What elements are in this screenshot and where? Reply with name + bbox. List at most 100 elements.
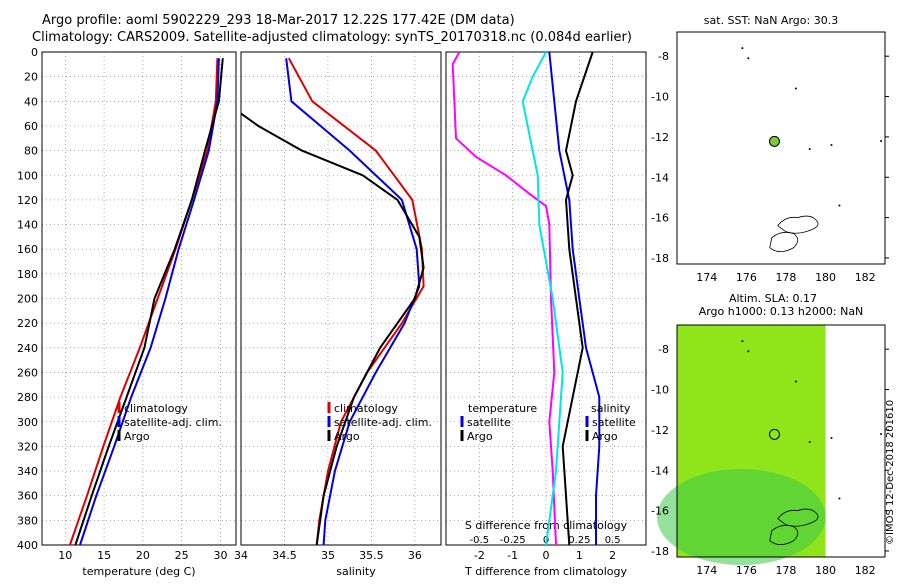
map_sst-frame xyxy=(676,31,886,265)
salinity-tick-label: 35.5 xyxy=(359,549,384,562)
diff-legend-left-title: temperature xyxy=(468,402,537,415)
map_sla-lat-label: -8 xyxy=(658,343,669,356)
salinity-tick-label: 35 xyxy=(321,549,335,562)
difference-line-2 xyxy=(548,51,601,545)
difference-tick-label: 0 xyxy=(543,549,550,562)
difference-tick-label: 1 xyxy=(576,549,583,562)
difference-tick-label: -1 xyxy=(507,549,518,562)
map_sla-islet xyxy=(747,350,750,353)
map_sla-island-vitilevu xyxy=(769,524,799,546)
map_sst-lat-label: -14 xyxy=(651,171,669,184)
depth-tick-label: 120 xyxy=(17,194,38,207)
temperature-tick-label: 15 xyxy=(97,549,111,562)
map_sla-lon-label: 182 xyxy=(855,564,876,577)
map_sst-islet xyxy=(794,87,797,90)
depth-tick-label: 100 xyxy=(17,169,38,182)
depth-tick-label: 360 xyxy=(17,490,38,503)
sdiff-axis-label: S difference from climatology xyxy=(465,519,628,532)
depth-tick-label: 20 xyxy=(24,71,38,84)
difference-tick-label: 2 xyxy=(609,549,616,562)
sla-low-region xyxy=(657,469,826,565)
header-line2: Climatology: CARS2009. Satellite-adjuste… xyxy=(32,30,632,45)
salinity-tick-label: 34 xyxy=(234,549,248,562)
temperature-frame xyxy=(41,51,237,546)
temperature-legend-2-label: Argo xyxy=(124,430,150,443)
diff-legend-left-1-label: Argo xyxy=(467,430,493,443)
salinity-tick-label: 36 xyxy=(408,549,422,562)
depth-tick-label: 380 xyxy=(17,514,38,527)
map_sla-frame xyxy=(676,324,886,558)
map_sst-island-vitilevu xyxy=(769,231,799,253)
map_sst-islet xyxy=(830,143,833,146)
map_sst-lon-label: 178 xyxy=(775,271,796,284)
map_sla-lon-label: 174 xyxy=(696,564,717,577)
temperature-legend-0-label: climatology xyxy=(124,402,188,415)
map_sla-lat-label: -10 xyxy=(651,384,669,397)
temperature-tick-label: 10 xyxy=(58,549,72,562)
depth-tick-label: 0 xyxy=(31,46,38,59)
diff-legend-right-title: salinity xyxy=(591,402,631,415)
map_sst-argo-marker xyxy=(768,135,780,147)
map_sla-islet xyxy=(794,380,797,383)
temperature-line-0 xyxy=(68,58,219,546)
map_sst-lon-label: 182 xyxy=(855,271,876,284)
temperature-tick-label: 30 xyxy=(213,549,227,562)
map_sst-islet xyxy=(880,139,883,142)
diff-legend-right-0-label: satellite xyxy=(592,416,636,429)
map_sla-lat-label: -12 xyxy=(651,424,669,437)
depth-tick-label: 340 xyxy=(17,465,38,478)
depth-tick-label: 140 xyxy=(17,219,38,232)
sst-map-title: sat. SST: NaN Argo: 30.3 xyxy=(704,14,838,27)
plots: 0204060801001201401601802002202402602803… xyxy=(17,14,889,578)
map_sst-lat-label: -10 xyxy=(651,91,669,104)
salinity-legend-1-label: satellite-adj. clim. xyxy=(334,416,432,429)
tdiff-axis-label: T difference from climatology xyxy=(464,565,627,578)
map_sst-lon-label: 174 xyxy=(696,271,717,284)
sla-map-title-line1: Altim. SLA: 0.17 xyxy=(729,292,817,305)
map_sst-lon-label: 176 xyxy=(736,271,757,284)
depth-tick-label: 300 xyxy=(17,416,38,429)
depth-tick-label: 200 xyxy=(17,293,38,306)
map_sst-islet xyxy=(838,204,841,207)
diff-legend-left-0-label: satellite xyxy=(467,416,511,429)
sla-map-title-line2: Argo h1000: 0.13 h2000: NaN xyxy=(699,305,864,318)
sdiff-tick-label: -0.5 xyxy=(470,535,490,546)
map_sla-lat-label: -14 xyxy=(651,464,669,477)
map_sla-lon-label: 180 xyxy=(815,564,836,577)
map_sst-lon-label: 180 xyxy=(815,271,836,284)
map_sst-lat-label: -16 xyxy=(651,212,669,225)
depth-tick-label: 220 xyxy=(17,317,38,330)
map_sst-islet xyxy=(747,57,750,60)
map_sla-islet xyxy=(808,441,811,444)
map_sla-lat-label: -18 xyxy=(651,545,669,558)
salinity-line-0 xyxy=(287,57,425,546)
map_sst-lat-label: -12 xyxy=(651,131,669,144)
depth-tick-label: 60 xyxy=(24,120,38,133)
map_sla-lon-label: 176 xyxy=(736,564,757,577)
map_sst-lat-label: -8 xyxy=(658,50,669,63)
depth-tick-label: 160 xyxy=(17,243,38,256)
salinity-tick-label: 34.5 xyxy=(272,549,297,562)
sdiff-tick-label: 0.5 xyxy=(605,535,621,546)
diff-legend-right-1-label: Argo xyxy=(592,430,618,443)
depth-tick-label: 400 xyxy=(17,539,38,552)
salinity-axis-label: salinity xyxy=(336,565,376,578)
depth-tick-label: 40 xyxy=(24,95,38,108)
map_sla-lon-label: 178 xyxy=(775,564,796,577)
depth-tick-label: 260 xyxy=(17,366,38,379)
header-line1: Argo profile: aoml 5902229_293 18-Mar-20… xyxy=(42,13,515,28)
map_sst-lat-label: -18 xyxy=(651,252,669,265)
sdiff-tick-label: -0.25 xyxy=(500,535,526,546)
map_sst-island-vanualevu xyxy=(777,215,819,234)
salinity-frame xyxy=(240,51,442,546)
temperature-line-1 xyxy=(79,58,220,546)
salinity-line-1 xyxy=(285,58,421,546)
depth-tick-label: 180 xyxy=(17,268,38,281)
difference-tick-label: -2 xyxy=(474,549,485,562)
map_sst-islet xyxy=(741,47,744,50)
sdiff-tick-label: 0.25 xyxy=(568,535,590,546)
map_sla-lat-label: -16 xyxy=(651,505,669,518)
difference-line-1 xyxy=(521,51,564,546)
depth-tick-label: 280 xyxy=(17,391,38,404)
